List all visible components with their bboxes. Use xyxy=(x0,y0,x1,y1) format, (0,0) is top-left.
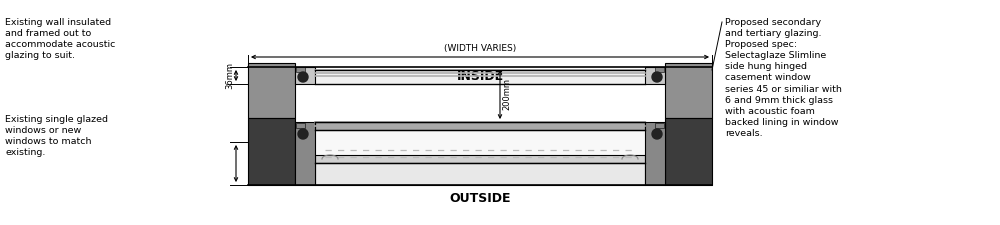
Bar xyxy=(315,155,645,163)
Circle shape xyxy=(652,72,662,82)
Bar xyxy=(655,67,664,72)
Text: OUTSIDE: OUTSIDE xyxy=(449,193,511,205)
Circle shape xyxy=(298,129,308,139)
Bar xyxy=(315,130,645,163)
Text: Existing wall insulated
and framed out to
accommodate acoustic
glazing to suit.: Existing wall insulated and framed out t… xyxy=(5,18,115,60)
Bar xyxy=(248,63,295,118)
Circle shape xyxy=(652,129,662,139)
Text: INSIDE: INSIDE xyxy=(456,70,504,83)
Circle shape xyxy=(298,72,308,82)
Bar xyxy=(645,67,665,84)
Text: 200mm: 200mm xyxy=(502,79,511,110)
Text: Existing single glazed
windows or new
windows to match
existing.: Existing single glazed windows or new wi… xyxy=(5,115,108,157)
Bar xyxy=(295,122,315,185)
Bar xyxy=(655,123,664,128)
Bar xyxy=(248,118,295,185)
Bar xyxy=(665,118,712,185)
Text: Proposed secondary
and tertiary glazing.
Proposed spec:
Selectaglaze Slimline
si: Proposed secondary and tertiary glazing.… xyxy=(725,18,842,138)
Bar xyxy=(296,123,305,128)
Bar xyxy=(295,67,315,84)
Bar xyxy=(645,122,665,185)
Text: (WIDTH VARIES): (WIDTH VARIES) xyxy=(444,44,516,53)
Bar xyxy=(315,163,645,185)
Bar xyxy=(315,70,645,84)
Bar xyxy=(315,122,645,130)
Bar xyxy=(296,67,305,72)
Text: 36mm: 36mm xyxy=(225,62,234,89)
Bar xyxy=(665,63,712,118)
